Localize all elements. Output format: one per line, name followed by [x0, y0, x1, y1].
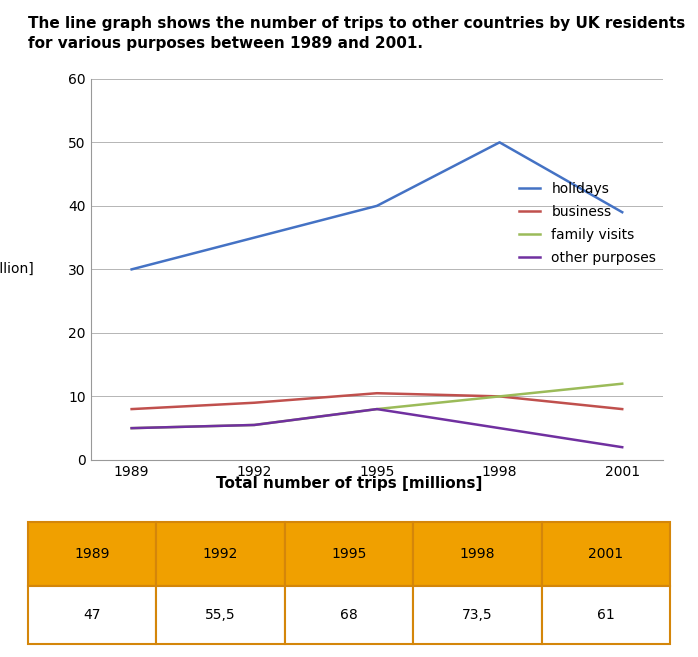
Text: 73,5: 73,5 [462, 608, 493, 622]
Text: for various purposes between 1989 and 2001.: for various purposes between 1989 and 20… [28, 36, 423, 51]
Text: Total number of trips [millions]: Total number of trips [millions] [216, 476, 482, 491]
FancyBboxPatch shape [156, 522, 285, 585]
Text: 1995: 1995 [332, 547, 366, 561]
Text: 1998: 1998 [460, 547, 495, 561]
FancyBboxPatch shape [413, 585, 542, 644]
Legend: holidays, business, family visits, other purposes: holidays, business, family visits, other… [519, 182, 656, 265]
Text: The line graph shows the number of trips to other countries by UK residents: The line graph shows the number of trips… [28, 16, 685, 32]
FancyBboxPatch shape [28, 522, 156, 585]
Text: 47: 47 [83, 608, 101, 622]
Text: trips [million]: trips [million] [0, 262, 34, 277]
Text: 61: 61 [597, 608, 615, 622]
Text: 1992: 1992 [203, 547, 238, 561]
Text: 68: 68 [340, 608, 358, 622]
FancyBboxPatch shape [413, 522, 542, 585]
FancyBboxPatch shape [285, 585, 413, 644]
FancyBboxPatch shape [28, 585, 156, 644]
FancyBboxPatch shape [542, 522, 670, 585]
Text: 1989: 1989 [75, 547, 110, 561]
FancyBboxPatch shape [542, 585, 670, 644]
Text: 55,5: 55,5 [205, 608, 236, 622]
FancyBboxPatch shape [156, 585, 285, 644]
Text: 2001: 2001 [588, 547, 623, 561]
FancyBboxPatch shape [285, 522, 413, 585]
